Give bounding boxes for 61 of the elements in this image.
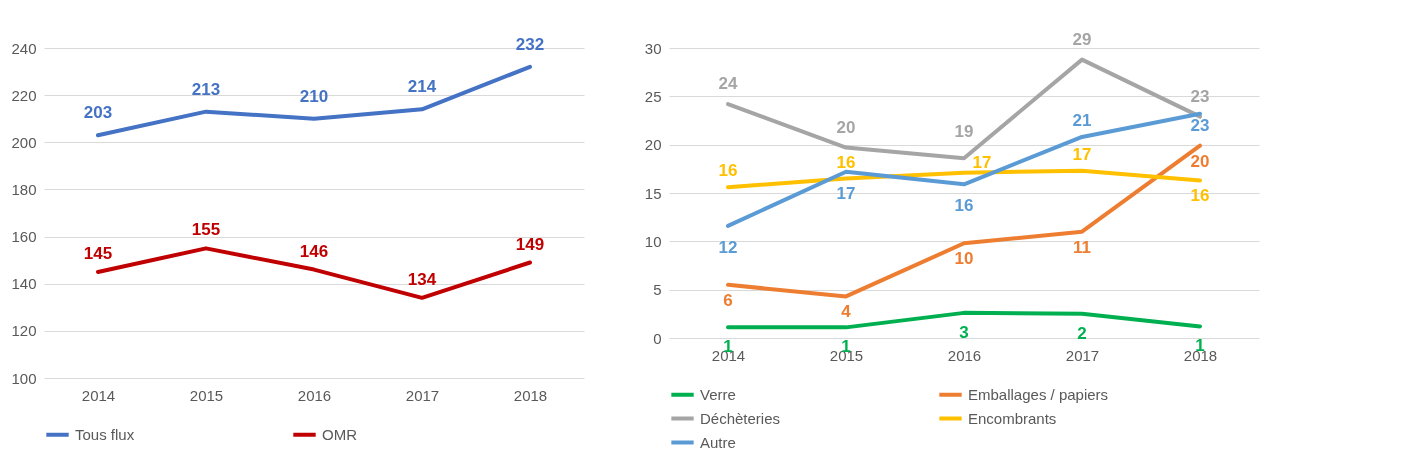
- y-tick-label: 25: [644, 87, 662, 105]
- data-label: 134: [407, 269, 437, 289]
- legend-label: Déchèteries: [700, 409, 781, 427]
- data-label: 23: [1190, 86, 1210, 106]
- y-tick-label: 160: [11, 228, 37, 246]
- data-label: 146: [299, 241, 329, 261]
- y-tick-label: 100: [11, 369, 37, 387]
- x-tick-label: 2014: [81, 386, 116, 404]
- y-tick-label: 0: [653, 329, 662, 347]
- y-tick-label: 10: [644, 232, 662, 250]
- data-label: 213: [191, 79, 221, 99]
- x-tick-label: 2017: [1065, 346, 1100, 364]
- legend-label: OMR: [322, 425, 358, 443]
- data-label: 16: [836, 152, 856, 172]
- y-tick-label: 120: [11, 322, 37, 340]
- data-label: 16: [718, 161, 738, 181]
- data-label: 23: [1190, 115, 1210, 135]
- y-tick-label: 140: [11, 275, 37, 293]
- data-label: 10: [954, 249, 974, 269]
- data-label: 2: [1077, 323, 1087, 343]
- data-label: 17: [836, 183, 856, 203]
- legend-label: Emballages / papiers: [968, 385, 1109, 403]
- legend-label: Autre: [700, 433, 736, 451]
- y-tick-label: 200: [11, 133, 37, 151]
- y-tick-label: 240: [11, 39, 37, 57]
- data-label: 149: [515, 234, 545, 254]
- data-label: 16: [954, 196, 974, 216]
- y-tick-label: 20: [644, 136, 662, 154]
- y-tick-label: 30: [644, 39, 662, 57]
- data-label: 21: [1072, 110, 1092, 130]
- data-label: 145: [83, 243, 113, 263]
- data-label: 3: [959, 322, 969, 342]
- data-label: 214: [407, 77, 437, 97]
- data-label: 11: [1073, 237, 1091, 257]
- y-tick-label: 220: [11, 86, 37, 104]
- data-label: 24: [718, 74, 738, 94]
- data-label: 20: [1190, 151, 1210, 171]
- legend-label: Verre: [700, 385, 736, 403]
- data-label: 210: [299, 86, 329, 106]
- data-label: 6: [723, 290, 733, 310]
- data-label: 20: [836, 117, 856, 137]
- x-tick-label: 2016: [297, 386, 332, 404]
- data-label: 17: [1072, 144, 1092, 164]
- data-label: 19: [954, 122, 974, 142]
- y-tick-label: 5: [653, 281, 662, 299]
- data-label: 4: [841, 302, 852, 322]
- x-tick-label: 2017: [405, 386, 440, 404]
- data-label: 155: [191, 220, 221, 240]
- legend-label: Encombrants: [968, 409, 1057, 427]
- y-tick-label: 180: [11, 180, 37, 198]
- data-label: 232: [515, 34, 545, 54]
- y-tick-label: 15: [644, 184, 662, 202]
- data-label: 203: [83, 103, 113, 123]
- data-label: 12: [718, 237, 738, 257]
- legend-label: Tous flux: [75, 425, 135, 443]
- data-label: 29: [1072, 29, 1092, 49]
- data-label: 16: [1190, 186, 1210, 206]
- x-tick-label: 2015: [189, 386, 224, 404]
- data-label: 17: [972, 152, 992, 172]
- x-tick-label: 2018: [513, 386, 548, 404]
- x-tick-label: 2016: [947, 346, 982, 364]
